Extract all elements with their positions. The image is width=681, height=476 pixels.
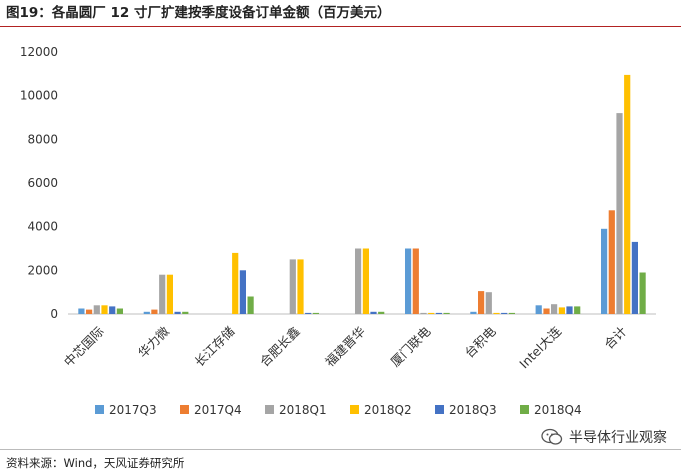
bar-2018Q3-0 [109,306,116,314]
bar-2018Q2-7 [558,307,565,314]
bar-2018Q1-7 [551,304,558,314]
legend-swatch-2018Q4 [520,405,529,414]
x-category-label: 台积电 [462,323,499,360]
y-tick-label: 4000 [27,220,58,234]
bar-2017Q4-7 [543,308,550,314]
bar-2018Q3-7 [566,306,573,314]
bar-2018Q3-1 [174,311,181,314]
legend-label: 2017Q4 [194,403,242,417]
bar-2017Q3-5 [405,248,412,314]
bar-2017Q3-0 [78,308,85,314]
legend-swatch-2018Q2 [350,405,359,414]
bar-2018Q3-3 [305,312,312,314]
bar-2017Q4-5 [412,248,419,314]
bar-2018Q4-3 [312,312,319,314]
bar-2018Q2-4 [362,248,369,314]
bar-2018Q4-7 [574,306,581,314]
bar-2018Q3-4 [370,311,377,314]
bar-2018Q1-0 [93,305,100,314]
x-category-label: Intel大连 [516,323,564,371]
source-note: 资料来源：Wind，天风证券研究所 [6,456,185,470]
bar-2018Q3-5 [435,312,442,314]
bar-chart: 0 2000 4000 6000 8000 10000 12000 中芯国际 华力微 长江存储 合肥… [20,45,656,417]
legend-swatch-2017Q4 [180,405,189,414]
legend-swatch-2017Q3 [95,405,104,414]
bar-2018Q1-1 [159,274,166,314]
legend-label: 2018Q1 [279,403,327,417]
bar-2018Q4-2 [247,296,254,314]
x-category-label: 福建晋华 [322,324,368,370]
footer-divider [0,449,681,450]
bar-2017Q4-0 [86,309,93,314]
y-tick-label: 0 [50,307,58,321]
bar-2018Q4-1 [182,311,189,314]
x-category-label: 长江存储 [191,324,237,370]
legend-label: 2018Q4 [534,403,582,417]
legend-swatch-2018Q3 [435,405,444,414]
bar-2018Q2-6 [493,312,500,314]
bar-2017Q3-8 [601,228,608,314]
x-category-label: 合计 [601,324,629,352]
y-tick-label: 8000 [27,132,58,146]
y-tick-label: 6000 [27,176,58,190]
x-category-label: 华力微 [135,323,172,360]
y-tick-label: 2000 [27,263,58,277]
bar-2018Q2-3 [297,259,304,314]
figure-title: 图19：各晶圆厂 12 寸厂扩建按季度设备订单金额（百万美元） [6,5,391,21]
title-divider [0,26,681,27]
bar-2017Q3-1 [143,311,150,314]
bar-2018Q1-5 [420,312,427,314]
bar-2018Q1-4 [355,248,362,314]
bar-2018Q4-8 [639,272,646,314]
bar-2018Q1-6 [485,292,492,314]
x-category-label: 厦门联电 [387,323,433,369]
watermark: 半导体行业观察 [541,427,667,447]
bar-2018Q4-6 [508,312,515,314]
y-tick-label: 12000 [20,45,58,59]
wechat-icon [541,428,563,445]
bar-2017Q3-6 [470,311,477,314]
bar-2018Q2-8 [624,74,631,315]
bar-2018Q2-5 [428,312,435,314]
bar-2018Q1-8 [616,113,623,314]
y-tick-label: 10000 [20,89,58,103]
bar-2017Q4-6 [478,291,485,314]
bar-2018Q4-5 [443,312,450,314]
bar-2018Q3-2 [239,270,246,314]
bar-2018Q2-1 [166,274,173,314]
legend-label: 2018Q2 [364,403,412,417]
bar-2018Q3-6 [501,312,508,314]
bar-2018Q2-0 [101,305,108,314]
legend-swatch-2018Q1 [265,405,274,414]
legend-label: 2017Q3 [109,403,157,417]
bar-2018Q1-3 [289,259,296,314]
bar-2017Q4-1 [151,309,158,314]
x-category-label: 合肥长鑫 [257,324,303,370]
bar-2017Q4-8 [608,210,615,314]
bar-2018Q3-8 [631,241,638,314]
bar-2018Q4-4 [378,311,385,314]
watermark-text: 半导体行业观察 [569,430,667,446]
x-category-label: 中芯国际 [61,324,107,370]
bar-2018Q2-2 [232,252,239,314]
legend-label: 2018Q3 [449,403,497,417]
bar-2017Q3-7 [535,305,542,314]
bar-2018Q4-0 [116,308,123,314]
